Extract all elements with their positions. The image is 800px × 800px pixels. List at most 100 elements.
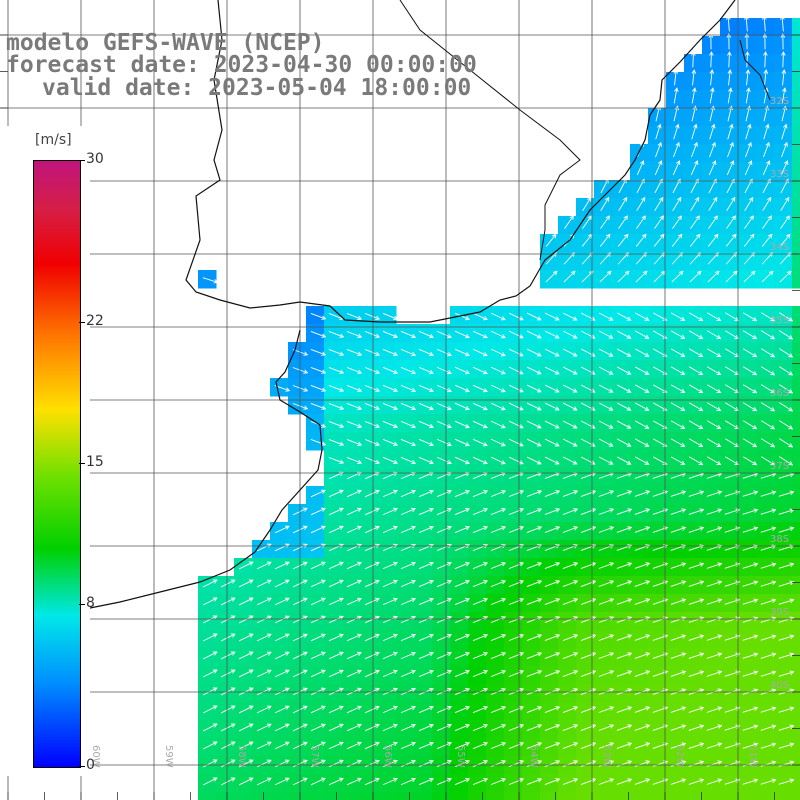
wind-arrow [743, 420, 758, 430]
title-forecast-date: forecast date: 2023-04-30 00:00:00 [6, 52, 477, 78]
wind-arrow [436, 579, 453, 588]
wind-arrow [328, 669, 344, 678]
wind-arrow [706, 760, 723, 767]
wind-arrow [743, 402, 758, 412]
wind-arrow [544, 384, 560, 393]
wind-arrow [778, 490, 795, 497]
wind-arrow [526, 330, 542, 339]
wind-arrow [564, 215, 574, 229]
wind-arrow [562, 562, 579, 569]
wind-arrow [743, 456, 758, 466]
wind-arrow [760, 598, 777, 605]
wind-arrow [472, 330, 488, 339]
wind-arrow [346, 705, 362, 714]
wind-arrow [634, 490, 651, 497]
wind-arrow [634, 742, 651, 749]
wind-arrow [436, 741, 453, 750]
field-cell [684, 792, 703, 800]
wind-arrow [670, 616, 687, 623]
wind-arrow [745, 51, 750, 68]
wind-arrow [400, 597, 416, 606]
wind-arrow [598, 312, 614, 321]
wind-arrow [508, 760, 525, 768]
wind-arrow [580, 670, 597, 677]
wind-arrow [654, 215, 664, 229]
wind-arrow [454, 723, 471, 732]
field-cell [792, 216, 800, 235]
wind-arrow [670, 760, 687, 767]
wind-arrow [618, 215, 628, 229]
wind-arrow [256, 687, 272, 696]
wind-arrow [508, 402, 524, 411]
wind-arrow [382, 561, 398, 570]
wind-arrow [598, 562, 615, 569]
wind-arrow [544, 778, 561, 785]
wind-arrow [364, 723, 380, 732]
wind-arrow [508, 348, 524, 357]
wind-arrow [670, 706, 687, 713]
wind-arrow [220, 777, 236, 786]
colorbar-tick-label: 30 [86, 151, 104, 167]
wind-arrow [346, 489, 362, 498]
field-cell [792, 144, 800, 163]
wind-arrow [688, 348, 704, 357]
wind-arrow [382, 777, 398, 786]
wind-arrow [780, 33, 786, 50]
wind-arrow [598, 706, 615, 713]
wind-arrow [580, 562, 597, 569]
field-cell [792, 450, 800, 469]
wind-arrow [454, 759, 471, 768]
wind-arrow [418, 489, 434, 498]
colorbar-tick-label: 0 [86, 757, 95, 773]
wind-arrow [454, 384, 470, 393]
wind-arrow [673, 69, 679, 86]
wind-arrow [220, 669, 236, 678]
wind-arrow [364, 651, 380, 660]
wind-arrow [436, 669, 453, 678]
wind-arrow [490, 759, 507, 768]
wind-arrow [562, 580, 579, 587]
wind-arrow [436, 489, 453, 498]
wind-arrow [598, 634, 615, 641]
field-cell [792, 774, 800, 793]
wind-arrow [526, 724, 543, 732]
wind-arrow [418, 438, 434, 447]
field-cell [792, 252, 800, 271]
wind-arrow [673, 87, 679, 104]
wind-arrow [328, 507, 344, 516]
wind-arrow [688, 456, 704, 465]
wind-arrow [238, 651, 254, 660]
wind-arrow [706, 670, 723, 677]
field-cell [792, 540, 800, 559]
wind-arrow [220, 633, 236, 642]
wind-speed-field [198, 18, 800, 800]
wind-arrow [670, 348, 686, 357]
wind-arrow [328, 633, 344, 642]
wind-arrow [328, 349, 345, 356]
wind-arrow [616, 562, 633, 569]
wind-arrow [238, 579, 254, 588]
wind-arrow [634, 670, 651, 677]
field-cell [792, 360, 800, 379]
lat-label: 39S [770, 607, 789, 618]
wind-arrow [598, 366, 614, 375]
title-model: modelo GEFS-WAVE (NCEP) [6, 30, 325, 56]
wind-arrow [742, 616, 759, 623]
wind-arrow [454, 489, 471, 498]
wind-arrow [670, 562, 687, 569]
wind-arrow [364, 312, 381, 321]
wind-arrow [670, 366, 686, 375]
wind-arrow [762, 196, 772, 211]
wind-arrow [454, 651, 471, 660]
wind-arrow [599, 233, 611, 247]
wind-arrow [526, 778, 543, 786]
lat-labels: 32S 33S 34S 35S 36S 37S 38S 39S 40S [770, 96, 789, 691]
wind-arrow [706, 724, 723, 731]
wind-arrow [670, 330, 686, 339]
field-cell [378, 792, 397, 800]
wind-arrow [364, 579, 380, 588]
wind-arrow [346, 597, 362, 606]
lat-label: 34S [770, 242, 789, 253]
wind-arrow [274, 723, 290, 732]
